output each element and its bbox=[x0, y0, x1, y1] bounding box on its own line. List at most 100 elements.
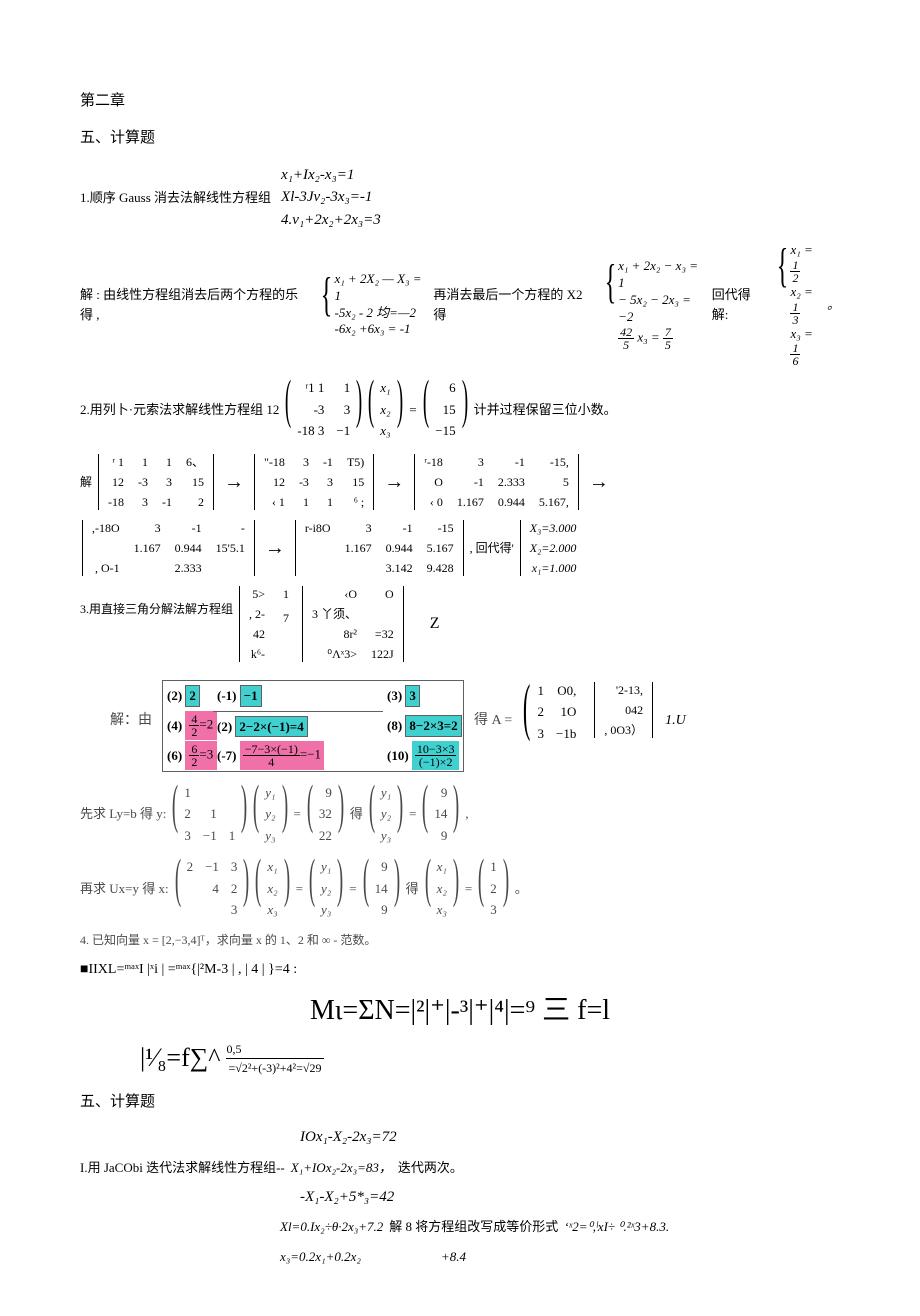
ly-intro: 先求 Ly=b 得 y: bbox=[80, 804, 166, 824]
ux-got: 得 bbox=[406, 879, 419, 899]
ly-y: ( y₁y₂y₃ ) bbox=[253, 782, 287, 847]
q2-back-label: , 回代得' bbox=[470, 539, 514, 557]
q5-rewrite-3: x₃=0.2x₁+0.2x₂ +8.4 bbox=[280, 1247, 840, 1267]
lu-diagram: 解：由 (2) 2 (-1) −1 (3) 3 (4) 42=2 (2) 2−2… bbox=[110, 680, 840, 772]
q1-ans-1: x₁ =12 bbox=[790, 242, 821, 284]
lu-r1c2-val: −1 bbox=[240, 685, 262, 707]
q1-eq2: Xl-3Jv₂-3x₃=-1 bbox=[281, 187, 381, 207]
q2: 2.用列卜·元索法求解线性方程组 12 ( ʳ1 11-33-18 3−1 ) … bbox=[80, 377, 840, 442]
lu-r2c3-label: (8) bbox=[387, 716, 402, 736]
q5-eq1: IOx₁-X₂-2x₃=72 bbox=[300, 1127, 840, 1147]
ly-b: ( 93222 ) bbox=[307, 782, 344, 847]
chapter-title: 第二章 bbox=[80, 90, 840, 113]
ux-y: ( y₁y₂y₃ ) bbox=[309, 856, 343, 921]
q1-mid: 再消去最后一个方程的 X2 得 bbox=[433, 285, 593, 324]
q2-vec-x: ( x₁x₂x₃ ) bbox=[368, 377, 402, 442]
q5-r1: Xl=0.Ix₂÷θ·2x₃+7.2 bbox=[280, 1217, 383, 1237]
q1-ans-3: x₃ =16 bbox=[790, 326, 821, 368]
q5-rewrite-1: Xl=0.Ix₂÷θ·2x₃+7.2 解 8 将方程组改写成等价形式 ‘ˣ2=⁰… bbox=[280, 1217, 840, 1237]
ly-got: 得 bbox=[350, 804, 363, 824]
lu-L: ( 1O0, 21O 3−1b bbox=[522, 680, 582, 745]
lu-r2c3-val: 8−2×3=2 bbox=[405, 715, 461, 737]
ly-y2: ( y₁y₂y₃ ) bbox=[369, 782, 403, 847]
ux-row: 再求 Ux=y 得 x: ( 2−13 42 3 ) ( x₁x₂x₃ ) = … bbox=[80, 856, 840, 921]
q1-sys1-r3: -6x₂ +6x₃ = -1 bbox=[334, 321, 427, 338]
q3-scraps-mid1: 17 bbox=[276, 584, 296, 628]
q5-line2: I.用 JaCObi 迭代法求解线性方程组-- X₁+IOx₂-2x₃=83， … bbox=[80, 1158, 840, 1178]
q1-sol-intro: 解 : 由线性方程组消去后两个方程的乐得 , bbox=[80, 285, 309, 324]
q4-two-norm: |¹⁄₈=f∑^ 0,5 =√2²+(-3)²+4²=√29 bbox=[140, 1038, 840, 1077]
q1-sys1: { x₁ + 2X₂ — X₃ = 1 -5x₂ - 2 均=—2 -6x₂ +… bbox=[315, 271, 427, 339]
arrow-icon: → bbox=[220, 467, 248, 497]
q1-sys2-r3: 425 x₃ = 75 bbox=[618, 326, 706, 351]
section-heading: 五、计算题 bbox=[80, 127, 840, 150]
q2-m1: ʳ 1116、 12-3315 -183-12 bbox=[96, 452, 216, 512]
ly-row: 先求 Ly=b 得 y: ( 1 21 3−11 ) ( y₁y₂y₃ ) = … bbox=[80, 782, 840, 847]
ux-yv: ( 9149 ) bbox=[363, 856, 400, 921]
q2-m5: r-i8O3-1-15 1.1670.9445.167 3.1429.428 bbox=[293, 518, 466, 578]
q3-prefix: 3.用直接三角分解法解方程组 bbox=[80, 600, 233, 618]
lu-yields: 得 A = bbox=[474, 710, 512, 731]
section-heading-2: 五、计算题 bbox=[80, 1091, 840, 1114]
lu-tail: 1.U bbox=[665, 710, 686, 731]
q1-solution-row: 解 : 由线性方程组消去后两个方程的乐得 , { x₁ + 2X₂ — X₃ =… bbox=[80, 242, 840, 368]
q3-row: 3.用直接三角分解法解方程组 5>, 2-42k⁶- 17 ‹OO 3 丫须、 … bbox=[80, 584, 840, 664]
q5-eq2: X₁+IOx₂-2x₃=83， bbox=[291, 1158, 392, 1178]
q5-prefix: I.用 JaCObi 迭代法求解线性方程组-- bbox=[80, 1158, 285, 1178]
ux-intro: 再求 Ux=y 得 x: bbox=[80, 879, 169, 899]
lu-r3c3-label: (10) bbox=[387, 746, 409, 766]
lu-r1c3-label: (3) bbox=[387, 686, 402, 706]
q1-period: 。 bbox=[827, 295, 840, 315]
q5-r2: ‘ˣ2=⁰,ˡxI÷ ⁰.²ˣ3+8.3. bbox=[564, 1217, 669, 1237]
ux-res: ( 123 ) bbox=[478, 856, 508, 921]
q5-rewrite-label: 解 8 将方程组改写成等价形式 bbox=[389, 1217, 558, 1237]
q1-sys2-r2: − 5x₂ − 2x₃ = −2 bbox=[618, 292, 706, 326]
lu-r3c1-label: (6) bbox=[167, 746, 182, 766]
arrow-icon: → bbox=[261, 533, 289, 563]
q2-vec-b: ( 615−15 ) bbox=[423, 377, 467, 442]
q1-answer: { x₁ =12 x₂ =13 x₃ =16 bbox=[771, 242, 821, 368]
lu-r3c2-label: (-7) bbox=[217, 746, 237, 766]
q2-elim-row1: 解 ʳ 1116、 12-3315 -183-12 → "-183-1T5) 1… bbox=[80, 452, 840, 512]
lu-r2c2-label: (2) bbox=[217, 717, 232, 737]
q2-sol-head: 解 bbox=[80, 473, 92, 491]
q4-two-sup: 0,5 bbox=[226, 1040, 241, 1058]
q4-text: 4. 已知向量 x = [2,−3,4]ᵀ，求向量 x 的 1、2 和 ∞ - … bbox=[80, 931, 840, 949]
ly-res: ( 9149 ) bbox=[422, 782, 459, 847]
q4-one-norm: Mι=ΣN=|²|⁺|-³|⁺|⁴|=⁹ 三 f=l bbox=[80, 990, 840, 1032]
q2-tail: 计并过程保留三位小数。 bbox=[474, 400, 617, 420]
q1-sys2: { x₁ + 2x₂ − x₃ = 1 − 5x₂ − 2x₃ = −2 425… bbox=[599, 258, 706, 351]
q2-eq: = bbox=[409, 400, 418, 420]
q3-scraps-left: 5>, 2-42k⁶- bbox=[237, 584, 272, 664]
q2-m4: ,-18O3-1- 1.1670.94415'5.1 , O-12.333 bbox=[80, 518, 257, 578]
lu-r2c1-label: (4) bbox=[167, 716, 182, 736]
q1-prefix: 1.顺序 Gauss 消去法解线性方程组 bbox=[80, 188, 271, 208]
q1: 1.顺序 Gauss 消去法解线性方程组 x₁+Ix₂-x₃=1 Xl-3Jv₂… bbox=[80, 163, 840, 232]
q1-sys1-r2: -5x₂ - 2 均=—2 bbox=[334, 305, 427, 322]
q1-sys2-r1: x₁ + 2x₂ − x₃ = 1 bbox=[618, 258, 706, 292]
q5-r3a: x₃=0.2x₁+0.2x₂ bbox=[280, 1247, 361, 1267]
q3-z: Z bbox=[430, 612, 440, 636]
q2-m2: "-183-1T5) 12-3315 ‹ 111⁶ ; bbox=[252, 452, 376, 512]
arrow-icon: → bbox=[380, 467, 408, 497]
lu-r1c1-val: 2 bbox=[185, 685, 200, 707]
ux-x: ( x₁x₂x₃ ) bbox=[255, 856, 289, 921]
q2-matrix-A: ( ʳ1 11-33-18 3−1 ) bbox=[285, 377, 362, 442]
arrow-icon: → bbox=[585, 467, 613, 497]
q3-scraps-mid2: ‹OO 3 丫须、 8r²=32 ⁰Λˣ3>122J bbox=[300, 584, 406, 664]
q5-r3b: +8.4 bbox=[441, 1247, 466, 1267]
q4-two-rad: =√2²+(-3)²+4²=√29 bbox=[226, 1058, 323, 1077]
ux-x2: ( x₁x₂x₃ ) bbox=[425, 856, 459, 921]
lu-r1c3-val: 3 bbox=[405, 685, 420, 707]
lu-r2c2-val: 2−2×(−1)=4 bbox=[235, 716, 307, 738]
q2-m3: ʳ-183-1-15, O-12.3335 ‹ 01.1670.9445.167… bbox=[412, 452, 581, 512]
q1-sys1-r1: x₁ + 2X₂ — X₃ = 1 bbox=[334, 271, 427, 305]
q2-back-result: X₃=3.000 X₂=2.000 x₁=1.000 bbox=[518, 518, 584, 578]
q1-eq1: x₁+Ix₂-x₃=1 bbox=[281, 165, 381, 185]
lu-r1c1-label: (2) bbox=[167, 686, 182, 706]
q4-two-lhs: |¹⁄₈=f∑^ bbox=[140, 1038, 220, 1077]
q1-ans-2: x₂ =13 bbox=[790, 284, 821, 326]
lu-lead: 解：由 bbox=[110, 710, 152, 731]
lu-r1c2-label: (-1) bbox=[217, 686, 237, 706]
q5-eq2-tail: 迭代两次。 bbox=[398, 1158, 463, 1178]
